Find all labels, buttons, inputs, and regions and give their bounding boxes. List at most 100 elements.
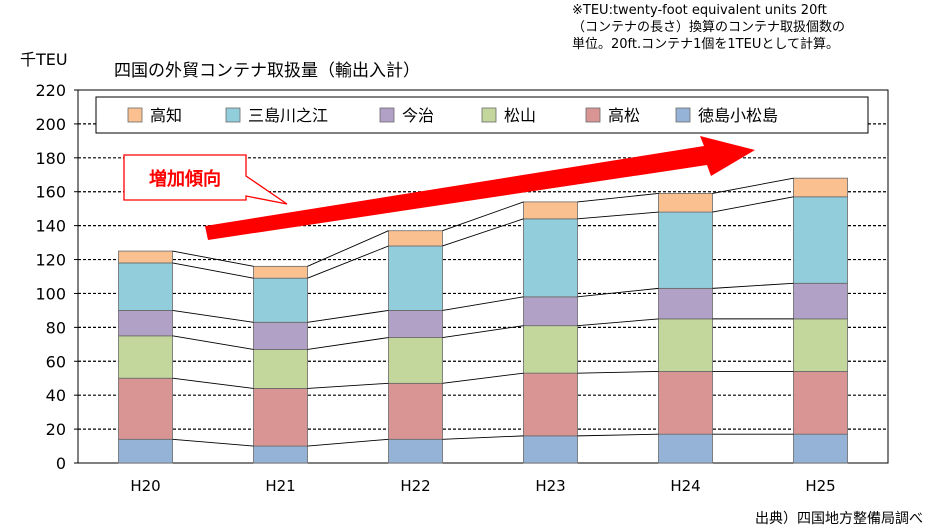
series-connector-line bbox=[577, 211, 659, 220]
bar-segment-2 bbox=[523, 372, 578, 437]
series-connector-line bbox=[442, 201, 524, 232]
bar-segment-3 bbox=[253, 349, 308, 389]
y-tick-label: 80 bbox=[46, 318, 66, 337]
bar-segment-1 bbox=[658, 433, 713, 464]
series-connector-line bbox=[442, 435, 524, 440]
plot-area-frame bbox=[77, 89, 889, 464]
x-tick-label: H25 bbox=[805, 477, 835, 495]
legend-label: 高松 bbox=[608, 106, 640, 125]
series-connector-line bbox=[172, 262, 254, 279]
series-connector-line bbox=[172, 335, 254, 350]
legend-swatch bbox=[379, 107, 395, 123]
y-axis-unit-label: 千TEU bbox=[20, 50, 68, 69]
bar-segment-2 bbox=[118, 377, 173, 440]
y-tick-label: 180 bbox=[35, 149, 66, 168]
chart-title: 四国の外貿コンテナ取扱量（輸出入計） bbox=[114, 61, 420, 81]
series-connector-line bbox=[307, 230, 389, 267]
legend-label: 今治 bbox=[402, 106, 434, 125]
trend-callout-box bbox=[123, 154, 288, 205]
bar-segment-1 bbox=[523, 435, 578, 464]
legend-label: 徳島小松島 bbox=[698, 106, 778, 125]
series-connector-line bbox=[577, 318, 659, 327]
y-tick-label: 40 bbox=[46, 386, 66, 405]
legend-swatch bbox=[481, 107, 497, 123]
bar-segment-6 bbox=[523, 201, 578, 220]
teu-footnote: ※TEU:twenty-foot equivalent units 20ft （… bbox=[572, 3, 846, 52]
bar-segment-2 bbox=[658, 371, 713, 435]
y-tick-label: 160 bbox=[35, 183, 66, 202]
series-connector-line bbox=[577, 192, 659, 203]
y-tick-label: 0 bbox=[56, 454, 66, 473]
bar-segment-6 bbox=[118, 250, 173, 264]
legend-swatch bbox=[127, 107, 143, 123]
bar-segment-1 bbox=[253, 445, 308, 464]
bar-segment-2 bbox=[253, 387, 308, 447]
bar-segment-5 bbox=[523, 218, 578, 298]
y-tick-label: 100 bbox=[35, 284, 66, 303]
series-connector-line bbox=[307, 337, 389, 350]
x-tick-label: H22 bbox=[400, 477, 430, 495]
trend-arrow bbox=[205, 136, 755, 240]
bar-segment-3 bbox=[523, 325, 578, 374]
series-connector-line bbox=[577, 287, 659, 298]
series-connector-line bbox=[442, 218, 524, 247]
series-connector-line bbox=[307, 438, 389, 447]
bar-segment-3 bbox=[658, 318, 713, 372]
bar-segment-4 bbox=[253, 321, 308, 350]
series-connector-line bbox=[172, 250, 254, 267]
y-tick-label: 20 bbox=[46, 420, 66, 439]
source-credit: 出典）四国地方整備局調べ bbox=[755, 511, 923, 527]
bar-segment-2 bbox=[388, 382, 443, 440]
series-connector-line bbox=[307, 382, 389, 389]
series-connector-line bbox=[442, 372, 524, 384]
bar-segment-5 bbox=[658, 211, 713, 289]
series-connector-line bbox=[172, 377, 254, 389]
legend-swatch bbox=[225, 107, 241, 123]
legend-label: 三島川之江 bbox=[248, 106, 328, 125]
series-connector-line bbox=[712, 177, 794, 194]
x-tick-label: H23 bbox=[535, 477, 565, 495]
bar-segment-1 bbox=[388, 438, 443, 464]
bar-segment-6 bbox=[253, 265, 308, 279]
series-connector-line bbox=[307, 309, 389, 323]
y-tick-label: 200 bbox=[35, 115, 66, 134]
bar-segment-6 bbox=[658, 193, 713, 213]
y-tick-label: 140 bbox=[35, 217, 66, 236]
legend-label: 高知 bbox=[150, 106, 182, 125]
series-connector-line bbox=[577, 433, 659, 437]
series-connector-line bbox=[712, 282, 794, 289]
bar-segment-3 bbox=[793, 318, 848, 372]
trend-callout-label: 増加傾向 bbox=[149, 168, 221, 190]
bar-segment-5 bbox=[118, 262, 173, 311]
x-tick-label: H21 bbox=[265, 477, 295, 495]
bar-segment-3 bbox=[118, 335, 173, 379]
bar-segment-4 bbox=[658, 287, 713, 320]
bar-segment-1 bbox=[793, 433, 848, 464]
bar-segment-1 bbox=[118, 438, 173, 464]
bar-segment-4 bbox=[793, 282, 848, 320]
series-connector-line bbox=[712, 196, 794, 213]
y-tick-label: 120 bbox=[35, 251, 66, 270]
legend-swatch bbox=[675, 107, 691, 123]
bar-segment-5 bbox=[253, 277, 308, 323]
legend-swatch bbox=[585, 107, 601, 123]
y-tick-label: 60 bbox=[46, 352, 66, 371]
y-tick-label: 220 bbox=[35, 81, 66, 100]
series-connector-line bbox=[577, 370, 659, 374]
bar-segment-2 bbox=[793, 371, 848, 435]
series-connector-line bbox=[172, 438, 254, 447]
bar-segment-3 bbox=[388, 337, 443, 384]
bar-segment-6 bbox=[388, 230, 443, 247]
series-connector-line bbox=[442, 325, 524, 338]
bar-segment-4 bbox=[118, 310, 173, 337]
x-tick-label: H20 bbox=[130, 477, 160, 495]
bar-segment-4 bbox=[523, 296, 578, 327]
x-tick-label: H24 bbox=[670, 477, 700, 495]
bar-segment-5 bbox=[793, 196, 848, 284]
series-connector-line bbox=[172, 309, 254, 323]
series-connector-line bbox=[442, 296, 524, 311]
bar-segment-5 bbox=[388, 245, 443, 311]
legend-label: 松山 bbox=[504, 106, 536, 125]
series-connector-line bbox=[307, 245, 389, 279]
bar-segment-4 bbox=[388, 310, 443, 338]
